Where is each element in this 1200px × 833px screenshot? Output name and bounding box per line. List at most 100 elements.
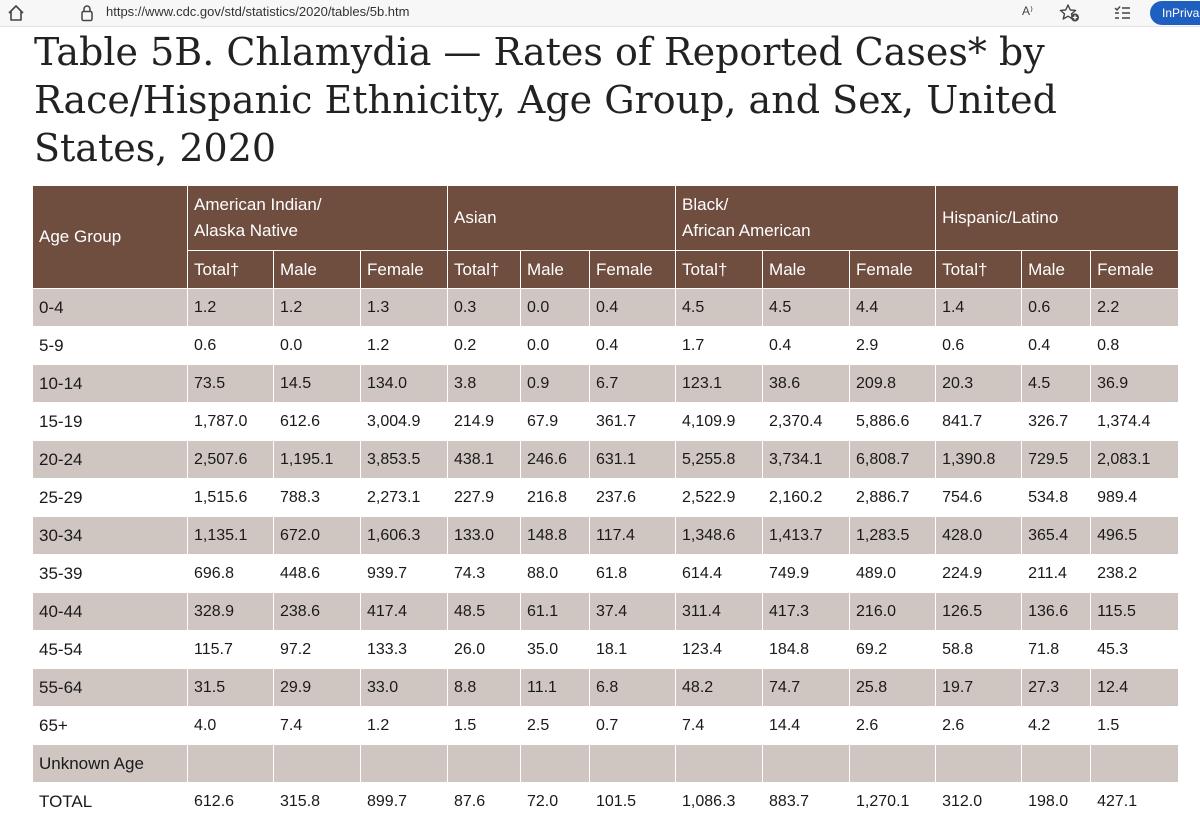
header-age-group: Age Group	[32, 185, 188, 289]
rate-cell: 361.7	[588, 402, 677, 441]
table-body: 0-4 1.2 1.2 1.3 0.3 0.0 0.4 4.5 4.5 4.4 1.4 0.6 2.2 5…	[32, 288, 1180, 821]
header-group-hispanic: Hispanic/Latino	[935, 185, 1180, 251]
rate-cell: 31.5	[187, 668, 274, 707]
table-row: 65+ 4.0 7.4 1.2 1.5 2.5 0.7 7.4 14.4 2.6 2.6 4.2 1.5	[32, 706, 1180, 745]
rate-cell: 2.5	[520, 706, 590, 745]
rate-cell: 36.9	[1090, 364, 1180, 403]
rate-cell: 38.6	[762, 364, 851, 403]
age-group-cell: TOTAL	[32, 782, 188, 821]
rate-cell: 48.5	[447, 592, 521, 631]
rate-cell: 6.8	[588, 668, 677, 707]
subheader-total: Total†	[447, 250, 521, 289]
rate-cell: 489.0	[849, 554, 937, 593]
rate-cell: 1,374.4	[1090, 402, 1180, 441]
rate-cell: 614.4	[675, 554, 764, 593]
rate-cell	[588, 744, 677, 783]
rate-cell: 2.2	[1090, 288, 1180, 327]
subheader-male: Male	[273, 250, 361, 289]
age-group-cell: 10-14	[32, 364, 188, 403]
header-group-american-indian: American Indian/ Alaska Native	[187, 185, 448, 251]
rate-cell	[935, 744, 1023, 783]
address-bar[interactable]: https://www.cdc.gov/std/statistics/2020/…	[106, 4, 410, 19]
rate-cell: 696.8	[187, 554, 274, 593]
rate-cell: 74.7	[762, 668, 851, 707]
rate-cell: 238.6	[273, 592, 361, 631]
age-group-cell: 0-4	[32, 288, 188, 327]
rate-cell: 1,283.5	[849, 516, 937, 555]
rate-cell: 216.0	[849, 592, 937, 631]
rate-cell: 4.5	[762, 288, 851, 327]
rate-cell: 0.0	[520, 288, 590, 327]
age-group-cell: 20-24	[32, 440, 188, 479]
rate-cell: 749.9	[762, 554, 851, 593]
table-row: 5-9 0.6 0.0 1.2 0.2 0.0 0.4 1.7 0.4 2.9 0.6 0.4 0.8	[32, 326, 1180, 365]
table-row: 45-54 115.7 97.2 133.3 26.0 35.0 18.1 123.4 184.…	[32, 630, 1180, 669]
collections-icon[interactable]	[1112, 3, 1132, 23]
age-group-cell: 5-9	[32, 326, 188, 365]
group-label-line1: Asian	[454, 208, 497, 227]
rate-cell: 133.3	[360, 630, 448, 669]
table-row: Unknown Age	[32, 744, 1180, 783]
table-row: 35-39 696.8 448.6 939.7 74.3 88.0 61.8 614.4 749…	[32, 554, 1180, 593]
rate-cell: 5,886.6	[849, 402, 937, 441]
rate-cell: 2,370.4	[762, 402, 851, 441]
rate-cell: 73.5	[187, 364, 274, 403]
rate-cell: 631.1	[588, 440, 677, 479]
rate-cell: 67.9	[520, 402, 590, 441]
rate-cell: 4.5	[675, 288, 764, 327]
rate-cell: 61.8	[588, 554, 677, 593]
age-group-cell: 45-54	[32, 630, 188, 669]
subheader-total: Total†	[935, 250, 1023, 289]
inprivate-badge[interactable]: InPriva	[1150, 1, 1200, 25]
rate-cell: 0.6	[935, 326, 1023, 365]
rate-cell: 672.0	[273, 516, 361, 555]
rate-cell: 612.6	[273, 402, 361, 441]
rate-cell: 35.0	[520, 630, 590, 669]
rate-cell: 227.9	[447, 478, 521, 517]
rate-cell: 428.0	[935, 516, 1023, 555]
rate-cell: 899.7	[360, 782, 448, 821]
age-group-cell: 25-29	[32, 478, 188, 517]
rate-cell: 37.4	[588, 592, 677, 631]
rate-cell: 6.7	[588, 364, 677, 403]
rate-cell: 841.7	[935, 402, 1023, 441]
rate-cell: 1.5	[447, 706, 521, 745]
rate-cell: 3,853.5	[360, 440, 448, 479]
rate-cell: 2.6	[935, 706, 1023, 745]
rate-cell	[675, 744, 764, 783]
subheader-female: Female	[849, 250, 937, 289]
rate-cell: 148.8	[520, 516, 590, 555]
rate-cell: 123.4	[675, 630, 764, 669]
rate-cell: 33.0	[360, 668, 448, 707]
lock-icon[interactable]	[80, 4, 94, 22]
group-label-line2: Alaska Native	[194, 221, 298, 240]
rate-cell: 4.2	[1021, 706, 1092, 745]
add-favorite-icon[interactable]	[1058, 3, 1080, 23]
rate-cell: 117.4	[588, 516, 677, 555]
rate-cell: 989.4	[1090, 478, 1180, 517]
home-icon[interactable]	[6, 3, 26, 23]
header-group-asian: Asian	[446, 185, 677, 251]
rate-cell: 7.4	[675, 706, 764, 745]
rate-cell: 4.5	[1021, 364, 1092, 403]
rate-cell: 4.4	[849, 288, 937, 327]
age-group-cell: 30-34	[32, 516, 188, 555]
rate-cell: 14.5	[273, 364, 361, 403]
table-row: 10-14 73.5 14.5 134.0 3.8 0.9 6.7 123.1 38.6 209.…	[32, 364, 1180, 403]
rate-cell: 71.8	[1021, 630, 1092, 669]
rate-cell: 6,808.7	[849, 440, 937, 479]
rate-cell: 14.4	[762, 706, 851, 745]
rate-cell: 48.2	[675, 668, 764, 707]
table-row: 15-19 1,787.0 612.6 3,004.9 214.9 67.9 361.7 4,…	[32, 402, 1180, 441]
rate-cell: 7.4	[273, 706, 361, 745]
rate-cell	[187, 744, 274, 783]
rate-cell: 2,083.1	[1090, 440, 1180, 479]
rate-cell: 1,515.6	[187, 478, 274, 517]
rate-cell: 448.6	[273, 554, 361, 593]
rate-cell: 1,135.1	[187, 516, 274, 555]
rate-cell: 209.8	[849, 364, 937, 403]
rate-cell	[849, 744, 937, 783]
read-aloud-icon[interactable]: A⁾	[1022, 4, 1033, 18]
table-row: 40-44 328.9 238.6 417.4 48.5 61.1 37.4 311.4 417…	[32, 592, 1180, 631]
rate-cell	[273, 744, 361, 783]
